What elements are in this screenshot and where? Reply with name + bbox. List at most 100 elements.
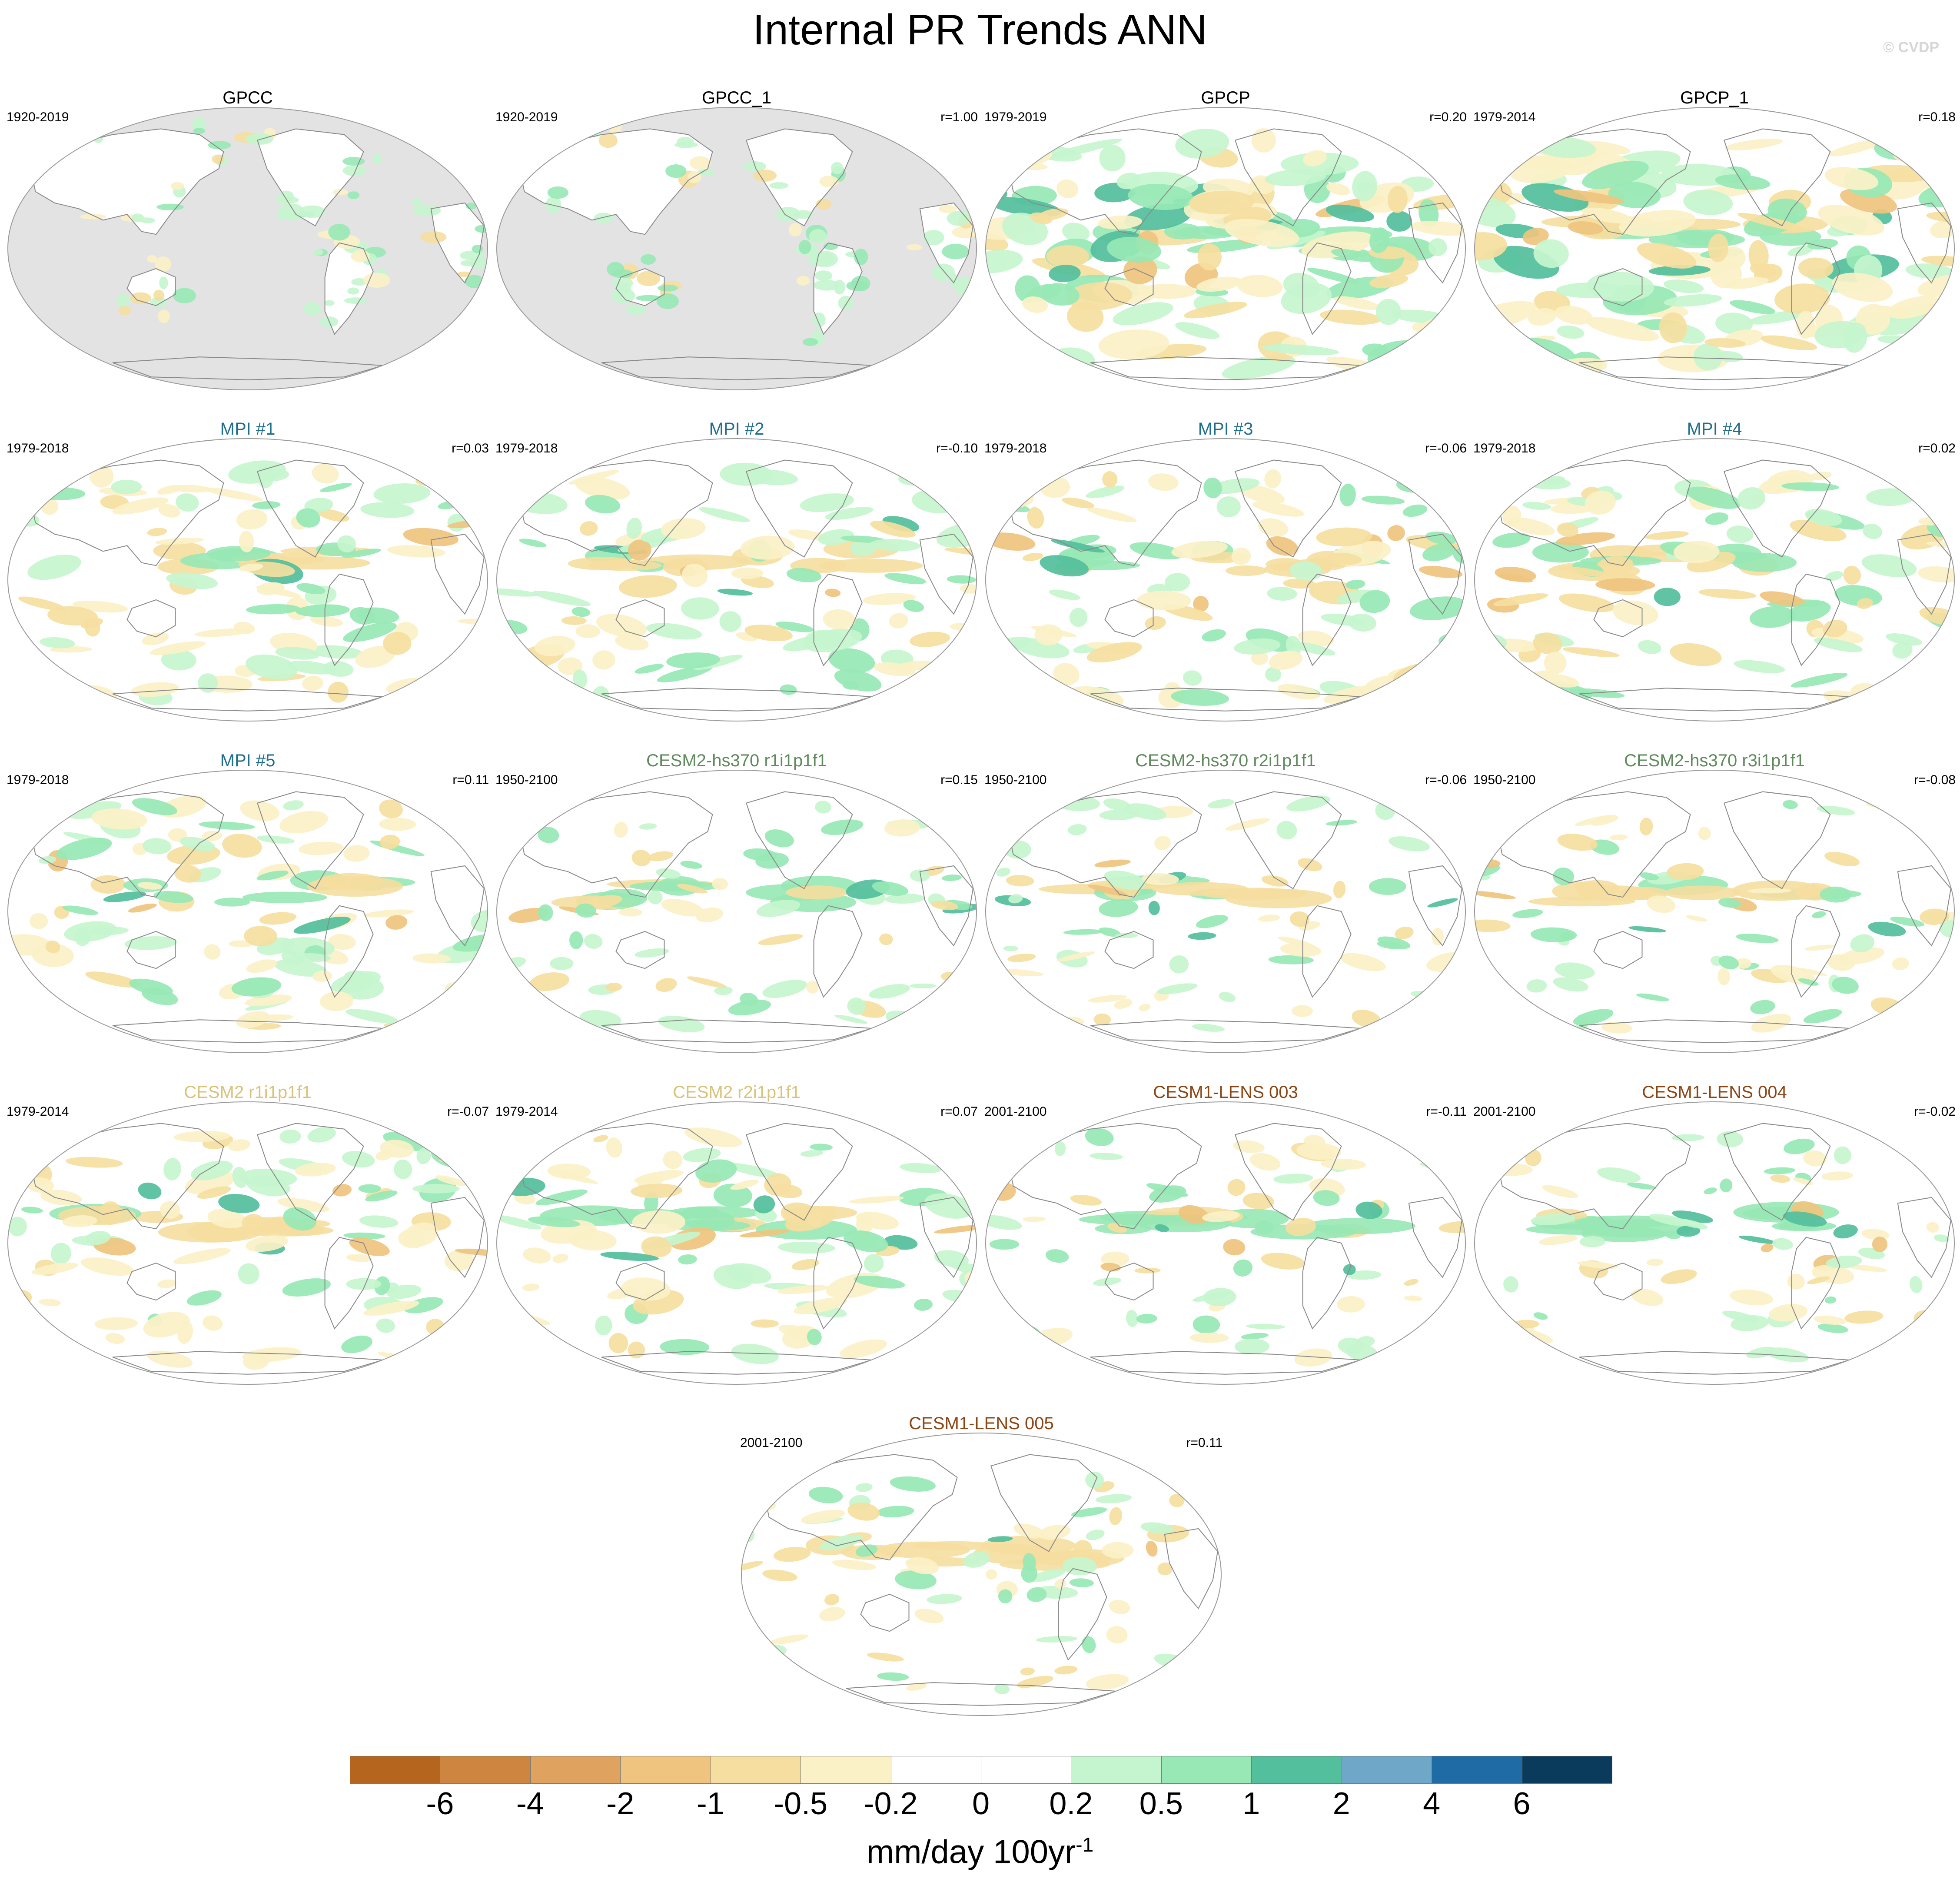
trend-anomaly	[1485, 356, 1518, 377]
trend-anomaly	[1280, 943, 1321, 957]
map-background	[741, 1433, 1221, 1716]
trend-anomaly	[1233, 1259, 1253, 1277]
panel-title: CESM2-hs370 r1i1p1f1	[646, 751, 827, 770]
trend-anomaly	[279, 811, 328, 834]
coastline	[324, 573, 374, 666]
trend-anomaly	[1528, 308, 1557, 326]
trend-anomaly	[1034, 624, 1063, 646]
trend-anomaly	[1126, 1310, 1138, 1327]
trend-anomaly	[847, 1502, 880, 1521]
trend-anomaly	[1109, 1507, 1122, 1526]
trend-anomaly	[810, 1144, 833, 1151]
coastline	[1090, 356, 1361, 380]
trend-anomaly	[1512, 909, 1543, 918]
coastline	[745, 459, 853, 558]
trend-anomaly	[1826, 1255, 1862, 1268]
trend-anomaly	[558, 657, 583, 675]
trend-anomaly	[611, 288, 635, 303]
trend-anomaly	[1862, 523, 1883, 539]
trend-anomaly	[595, 1315, 612, 1336]
trend-anomaly	[1803, 1009, 1842, 1024]
trend-anomaly	[1426, 322, 1465, 339]
panel-period: 1950-2100	[495, 773, 558, 787]
trend-anomaly	[1086, 1674, 1129, 1690]
trend-anomaly	[751, 1319, 779, 1328]
colorbar-units: mm/day 100yr-1	[0, 1824, 1960, 1873]
trend-anomaly	[1128, 184, 1194, 210]
trend-anomaly	[378, 1352, 435, 1368]
trend-anomaly	[307, 876, 403, 897]
trend-anomaly	[1338, 1337, 1365, 1355]
coastline	[30, 128, 224, 235]
trend-anomaly	[695, 907, 724, 923]
trend-anomaly	[1495, 567, 1536, 582]
coastline	[30, 1123, 224, 1230]
trend-anomaly	[1326, 552, 1362, 565]
trend-anomaly	[1823, 619, 1847, 638]
trend-anomaly	[415, 475, 447, 487]
trend-anomaly	[646, 623, 702, 640]
trend-anomaly	[1102, 471, 1118, 488]
trend-anomaly	[1276, 821, 1297, 840]
trend-anomaly	[522, 1002, 556, 1017]
coastline	[1897, 202, 1951, 284]
trend-anomaly	[214, 898, 250, 907]
colorbar-tick-label: 1	[1242, 1786, 1260, 1821]
map-panel: GPCP_1 1979-2014 r=0.18	[1473, 87, 1956, 391]
trend-anomaly	[947, 210, 971, 226]
coastline	[1408, 1197, 1462, 1278]
trend-anomaly	[1542, 1185, 1578, 1198]
trend-anomaly	[769, 182, 789, 189]
colorbar-swatch	[1341, 1756, 1432, 1784]
map-frame	[985, 1101, 1466, 1385]
trend-anomaly	[1340, 953, 1386, 971]
trend-anomaly	[740, 1229, 790, 1237]
trend-anomaly	[1770, 1174, 1791, 1183]
trend-anomaly	[1355, 1201, 1382, 1219]
trend-anomaly	[788, 223, 802, 237]
trend-anomaly	[661, 518, 706, 539]
trend-anomaly	[328, 934, 356, 950]
trend-anomaly	[762, 1569, 797, 1582]
trend-anomaly	[1082, 1636, 1096, 1653]
trend-anomaly	[994, 1132, 1016, 1141]
trend-anomaly	[1022, 1216, 1046, 1222]
panel-period: 1979-2019	[984, 110, 1047, 124]
trend-anomaly	[998, 1589, 1013, 1603]
trend-anomaly	[457, 1321, 488, 1343]
trend-anomaly	[346, 1278, 382, 1290]
trend-anomaly	[1843, 565, 1861, 585]
trend-anomaly	[1225, 565, 1267, 576]
trend-anomaly	[27, 1177, 54, 1193]
trend-anomaly	[1440, 475, 1465, 498]
trend-anomaly	[1171, 541, 1228, 559]
trend-anomaly	[606, 1137, 623, 1158]
trend-anomaly	[561, 616, 587, 625]
coastline	[919, 202, 973, 284]
trend-anomaly	[938, 205, 957, 213]
trend-anomaly	[246, 654, 298, 680]
trend-anomaly	[174, 865, 201, 883]
trend-anomaly	[776, 207, 801, 223]
map-panel: CESM2-hs370 r1i1p1f1 1950-2100 r=0.15	[495, 750, 978, 1054]
panel-correlation: r=0.20	[1429, 110, 1467, 124]
map-panel: GPCP 1979-2019 r=0.20	[984, 87, 1467, 391]
trend-anomaly	[455, 1248, 488, 1257]
coastline	[256, 791, 364, 889]
trend-anomaly	[1526, 979, 1547, 993]
trend-anomaly	[1174, 226, 1238, 239]
panel-title: MPI #2	[709, 419, 764, 439]
trend-anomaly	[1544, 652, 1567, 675]
trend-anomaly	[600, 1252, 659, 1261]
trend-anomaly	[807, 252, 834, 266]
trend-anomaly	[598, 133, 618, 148]
trend-anomaly	[1208, 799, 1234, 808]
trend-anomaly	[842, 681, 859, 690]
trend-anomaly	[864, 1254, 884, 1273]
trend-anomaly	[1765, 1347, 1809, 1362]
trend-anomaly	[658, 284, 678, 292]
coastline	[126, 599, 176, 638]
trend-anomaly	[246, 604, 300, 615]
coastline	[1593, 1262, 1643, 1301]
panel-title: GPCC_1	[701, 88, 772, 107]
